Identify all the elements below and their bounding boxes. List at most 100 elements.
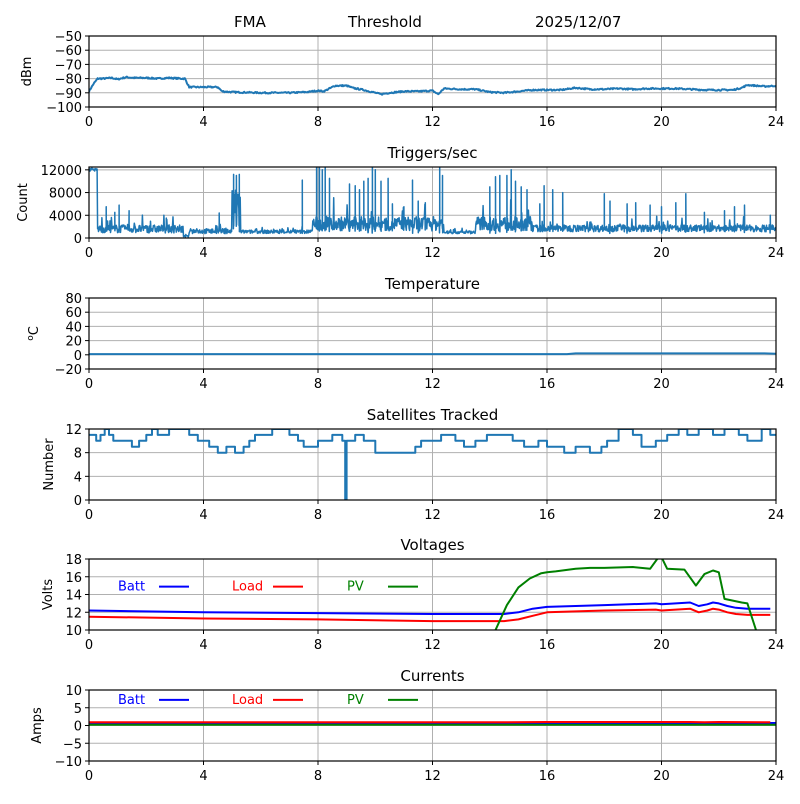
x-tick-label: 8 — [314, 115, 322, 130]
series-line-temperature — [89, 353, 776, 354]
panel-title: Currents — [400, 667, 464, 685]
y-tick-label: 16 — [65, 571, 82, 586]
header-fma: FMA — [234, 13, 267, 31]
series-group — [89, 353, 776, 354]
x-tick-label: 16 — [539, 377, 556, 392]
y-tick-label: 0 — [74, 494, 82, 509]
x-tick-label: 24 — [768, 246, 785, 261]
y-axis-label: dBm — [20, 57, 35, 87]
y-tick-label: 10 — [65, 684, 82, 699]
legend-label-batt: Batt — [118, 580, 145, 595]
x-tick-label: 20 — [653, 377, 670, 392]
series-group — [89, 722, 776, 725]
y-axis-label: Amps — [30, 707, 45, 744]
y-tick-label: −20 — [55, 363, 82, 378]
x-tick-label: 0 — [85, 115, 93, 130]
y-tick-label: −60 — [55, 44, 82, 59]
x-tick-label: 4 — [199, 638, 207, 653]
y-tick-label: −70 — [55, 58, 82, 73]
series-line-pv — [496, 557, 757, 630]
y-tick-label: 0 — [74, 232, 82, 247]
x-tick-label: 20 — [653, 508, 670, 523]
y-tick-label: 12 — [65, 606, 82, 621]
y-tick-label: −50 — [55, 30, 82, 45]
x-tick-label: 16 — [539, 115, 556, 130]
y-tick-label: 18 — [65, 553, 82, 568]
x-tick-label: 8 — [314, 377, 322, 392]
x-tick-label: 4 — [199, 769, 207, 784]
x-tick-label: 0 — [85, 769, 93, 784]
x-tick-label: 0 — [85, 508, 93, 523]
x-tick-label: 16 — [539, 508, 556, 523]
y-tick-label: 14 — [65, 589, 82, 604]
y-tick-label: −100 — [46, 101, 82, 116]
panel-satellites: 0 4 8 12 16 20 24 0 4 8 12 Satellites Tracked Number — [42, 406, 784, 523]
y-axis-label: Volts — [41, 579, 56, 611]
y-tick-label: −5 — [63, 737, 82, 752]
panel-currents: Batt Load PV 0 4 8 12 16 20 24 −10 −5 0 5 10 Currents Am… — [30, 667, 784, 784]
x-tick-label: 12 — [424, 246, 441, 261]
x-tick-label: 8 — [314, 769, 322, 784]
y-tick-label: 10 — [65, 624, 82, 639]
x-tick-label: 8 — [314, 638, 322, 653]
x-tick-label: 12 — [424, 508, 441, 523]
x-tick-label: 24 — [768, 769, 785, 784]
y-axis-label: Count — [16, 183, 31, 222]
panel-title: Voltages — [400, 536, 464, 554]
y-tick-label: 0 — [74, 349, 82, 364]
x-tick-label: 24 — [768, 115, 785, 130]
legend-label-batt: Batt — [118, 693, 145, 708]
panel-voltages: Batt Load PV 0 4 8 12 16 20 24 10 12 14 16 18 Voltages V… — [41, 536, 784, 653]
x-tick-label: 16 — [539, 246, 556, 261]
y-tick-label: 8 — [74, 447, 82, 462]
legend-label-load: Load — [232, 693, 263, 708]
y-tick-label: 20 — [65, 335, 82, 350]
panel-title: Triggers/sec — [387, 144, 478, 162]
panel-title: Temperature — [384, 275, 480, 293]
y-axis-label: oC — [26, 326, 42, 341]
x-tick-label: 0 — [85, 246, 93, 261]
series-group — [89, 557, 770, 630]
x-tick-label: 24 — [768, 508, 785, 523]
panel-title: Satellites Tracked — [367, 406, 498, 424]
header-threshold: Threshold — [347, 13, 422, 31]
legend-label-pv: PV — [347, 580, 364, 595]
y-axis-label: Number — [42, 438, 57, 491]
x-tick-label: 12 — [424, 638, 441, 653]
x-tick-label: 16 — [539, 638, 556, 653]
x-tick-label: 4 — [199, 508, 207, 523]
x-tick-label: 12 — [424, 115, 441, 130]
x-tick-label: 16 — [539, 769, 556, 784]
x-tick-label: 8 — [314, 508, 322, 523]
y-tick-label: 80 — [65, 292, 82, 307]
x-tick-label: 12 — [424, 377, 441, 392]
y-tick-label: 4000 — [49, 209, 82, 224]
y-tick-label: 40 — [65, 320, 82, 335]
legend-label-load: Load — [232, 580, 263, 595]
y-tick-label: 0 — [74, 720, 82, 735]
x-tick-label: 20 — [653, 246, 670, 261]
x-tick-label: 12 — [424, 769, 441, 784]
y-tick-label: 12000 — [41, 164, 82, 179]
y-tick-label: −90 — [55, 87, 82, 102]
legend-label-pv: PV — [347, 693, 364, 708]
x-tick-label: 24 — [768, 377, 785, 392]
x-tick-label: 4 — [199, 115, 207, 130]
header-date: 2025/12/07 — [535, 13, 621, 31]
x-tick-label: 24 — [768, 638, 785, 653]
y-tick-label: −80 — [55, 73, 82, 88]
x-tick-label: 20 — [653, 769, 670, 784]
y-tick-label: 4 — [74, 470, 82, 485]
x-tick-label: 4 — [199, 377, 207, 392]
x-tick-label: 4 — [199, 246, 207, 261]
y-tick-label: 12 — [65, 423, 82, 438]
x-tick-label: 0 — [85, 377, 93, 392]
x-tick-label: 0 — [85, 638, 93, 653]
y-tick-label: −10 — [55, 755, 82, 770]
x-tick-label: 20 — [653, 638, 670, 653]
y-tick-label: 5 — [74, 702, 82, 717]
